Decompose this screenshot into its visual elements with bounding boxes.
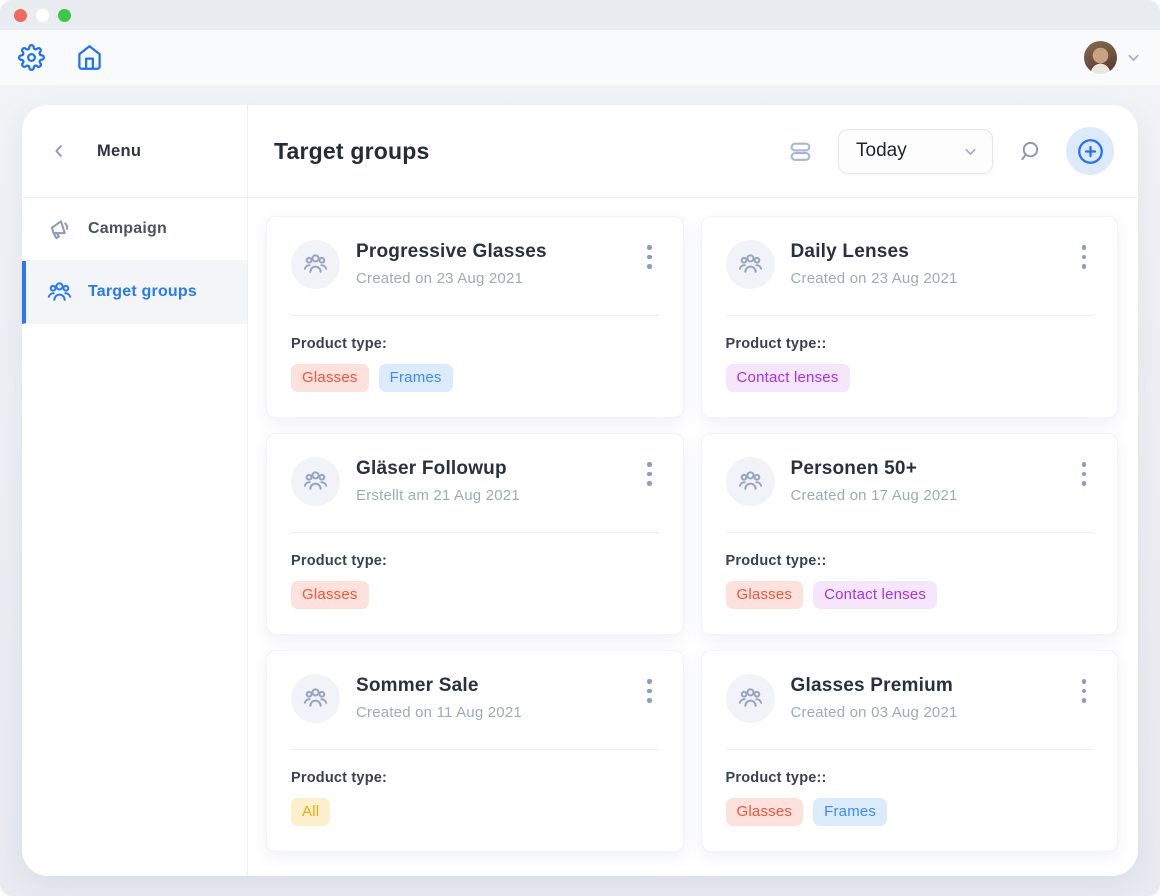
product-type-tag: Glasses	[725, 581, 804, 609]
users-icon	[303, 688, 328, 707]
sidebar-item-target-groups[interactable]: Target groups	[22, 261, 247, 324]
product-type-label: Product type:	[291, 770, 388, 786]
date-filter-select[interactable]: Today	[838, 128, 993, 174]
close-button[interactable]	[14, 8, 27, 22]
users-icon	[738, 471, 762, 490]
main-header: Target groups Today	[248, 105, 1138, 198]
card-divider	[291, 315, 659, 316]
product-type-tag: Glasses	[725, 798, 804, 826]
card-divider	[725, 532, 1093, 533]
list-view-toggle-icon[interactable]	[788, 139, 813, 164]
card-divider	[291, 532, 659, 533]
group-avatar	[291, 240, 340, 289]
card-divider	[725, 315, 1093, 316]
target-group-card-grid: Progressive Glasses Created on 23 Aug 20…	[248, 198, 1138, 876]
target-group-card[interactable]: Progressive Glasses Created on 23 Aug 20…	[266, 216, 684, 418]
product-type-tags: Contact lenses	[725, 364, 1094, 392]
product-type-label: Product type::	[725, 553, 827, 569]
users-icon	[303, 471, 328, 490]
card-divider	[291, 749, 659, 750]
gear-icon[interactable]	[18, 44, 45, 71]
sidebar: Menu Campaign Target groups	[22, 105, 248, 876]
card-menu-button[interactable]	[1075, 240, 1094, 274]
zoom-button[interactable]	[58, 8, 71, 22]
product-type-tag: Glasses	[291, 364, 369, 392]
user-avatar[interactable]	[1084, 41, 1117, 74]
card-title: Progressive Glasses	[356, 241, 547, 262]
product-type-tags: Glasses Contact lenses	[725, 581, 1094, 609]
page-title: Target groups	[274, 137, 430, 164]
sidebar-header: Menu	[22, 105, 247, 198]
users-icon	[303, 254, 328, 273]
chevron-down-icon[interactable]	[1125, 49, 1142, 66]
product-type-tags: All	[291, 798, 659, 826]
card-menu-button[interactable]	[640, 674, 659, 708]
group-avatar	[291, 674, 340, 723]
product-type-tags: Glasses Frames	[725, 798, 1094, 826]
product-type-label: Product type::	[725, 336, 827, 352]
search-icon[interactable]	[1018, 140, 1041, 163]
sidebar-item-label: Campaign	[88, 220, 167, 237]
card-menu-button[interactable]	[1075, 674, 1094, 708]
card-title: Daily Lenses	[790, 241, 910, 262]
sidebar-item-campaign[interactable]: Campaign	[22, 198, 247, 261]
users-icon	[738, 688, 762, 707]
plus-circle-icon	[1077, 138, 1103, 164]
card-divider	[725, 749, 1093, 750]
menu-label: Menu	[97, 141, 142, 160]
product-type-tag: Contact lenses	[813, 581, 938, 609]
card-title: Sommer Sale	[356, 675, 479, 696]
card-created-date: Erstellt am 21 Aug 2021	[356, 487, 520, 504]
card-created-date: Created on 11 Aug 2021	[356, 704, 522, 721]
product-type-tags: Glasses	[291, 581, 659, 609]
product-type-label: Product type:	[291, 336, 388, 352]
card-created-date: Created on 23 Aug 2021	[356, 270, 524, 287]
card-title: Glasses Premium	[790, 675, 953, 696]
product-type-tags: Glasses Frames	[291, 364, 659, 392]
chevron-down-icon	[965, 148, 976, 155]
group-avatar	[725, 240, 775, 289]
card-title: Gläser Followup	[356, 458, 507, 479]
main-area: Target groups Today	[248, 105, 1138, 876]
product-type-label: Product type::	[725, 770, 827, 786]
target-group-card[interactable]: Sommer Sale Created on 11 Aug 2021 Produ…	[266, 650, 684, 852]
megaphone-icon	[50, 219, 69, 239]
target-group-card[interactable]: Glasses Premium Created on 03 Aug 2021 P…	[700, 650, 1118, 852]
minimize-button[interactable]	[36, 8, 49, 22]
target-group-card[interactable]: Gläser Followup Erstellt am 21 Aug 2021 …	[266, 433, 684, 635]
users-icon	[47, 281, 72, 301]
top-navbar	[0, 30, 1160, 86]
product-type-tag: All	[291, 798, 331, 826]
users-icon	[738, 254, 762, 273]
card-title: Personen 50+	[790, 458, 917, 479]
home-icon[interactable]	[76, 44, 103, 71]
card-created-date: Created on 23 Aug 2021	[790, 270, 958, 287]
card-menu-button[interactable]	[640, 457, 659, 491]
target-group-card[interactable]: Personen 50+ Created on 17 Aug 2021 Prod…	[700, 433, 1118, 635]
group-avatar	[291, 457, 340, 506]
target-group-card[interactable]: Daily Lenses Created on 23 Aug 2021 Prod…	[700, 216, 1118, 418]
app-background: Menu Campaign Target groups Target groups…	[0, 85, 1160, 896]
group-avatar	[725, 457, 775, 506]
product-type-tag: Contact lenses	[725, 364, 850, 392]
card-menu-button[interactable]	[1075, 457, 1094, 491]
window-titlebar	[0, 0, 1160, 30]
chevron-left-icon[interactable]	[50, 142, 68, 160]
date-filter-value: Today	[856, 140, 907, 161]
group-avatar	[725, 674, 775, 723]
product-type-tag: Frames	[378, 364, 453, 392]
card-menu-button[interactable]	[640, 240, 659, 274]
product-type-tag: Frames	[813, 798, 888, 826]
sidebar-item-label: Target groups	[88, 283, 197, 300]
card-created-date: Created on 03 Aug 2021	[790, 704, 958, 721]
content-panel: Menu Campaign Target groups Target groups…	[22, 105, 1138, 876]
card-created-date: Created on 17 Aug 2021	[790, 487, 958, 504]
product-type-label: Product type:	[291, 553, 388, 569]
product-type-tag: Glasses	[291, 581, 369, 609]
add-target-group-button[interactable]	[1066, 127, 1114, 175]
